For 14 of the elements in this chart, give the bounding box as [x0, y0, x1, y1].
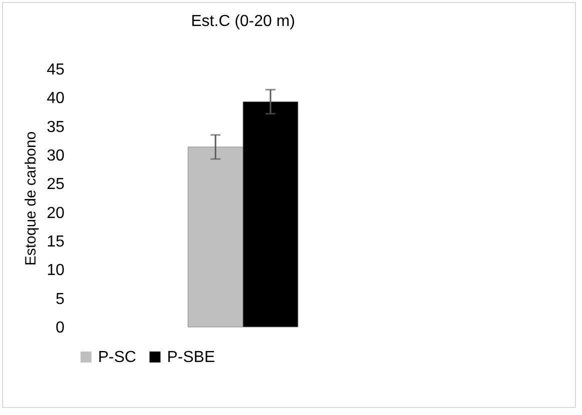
y-tick-label: 35 [46, 118, 65, 136]
y-tick-label: 15 [46, 234, 65, 250]
legend-label: P-SC [98, 349, 136, 366]
y-axis-title: Estoque de carbono [22, 131, 40, 266]
y-tick-label: 40 [46, 90, 65, 108]
y-tick-label: 10 [46, 262, 65, 280]
y-tick-label: 45 [46, 62, 65, 78]
y-tick-label: 5 [56, 290, 65, 308]
y-tick-label: 30 [46, 148, 65, 164]
chart-title: Est.C (0-20 m) [190, 13, 296, 30]
y-tick-label: 25 [46, 176, 65, 194]
y-tick-label: 0 [56, 320, 65, 336]
y-tick-label: 20 [46, 204, 65, 222]
legend-label: P-SBE [167, 349, 216, 366]
